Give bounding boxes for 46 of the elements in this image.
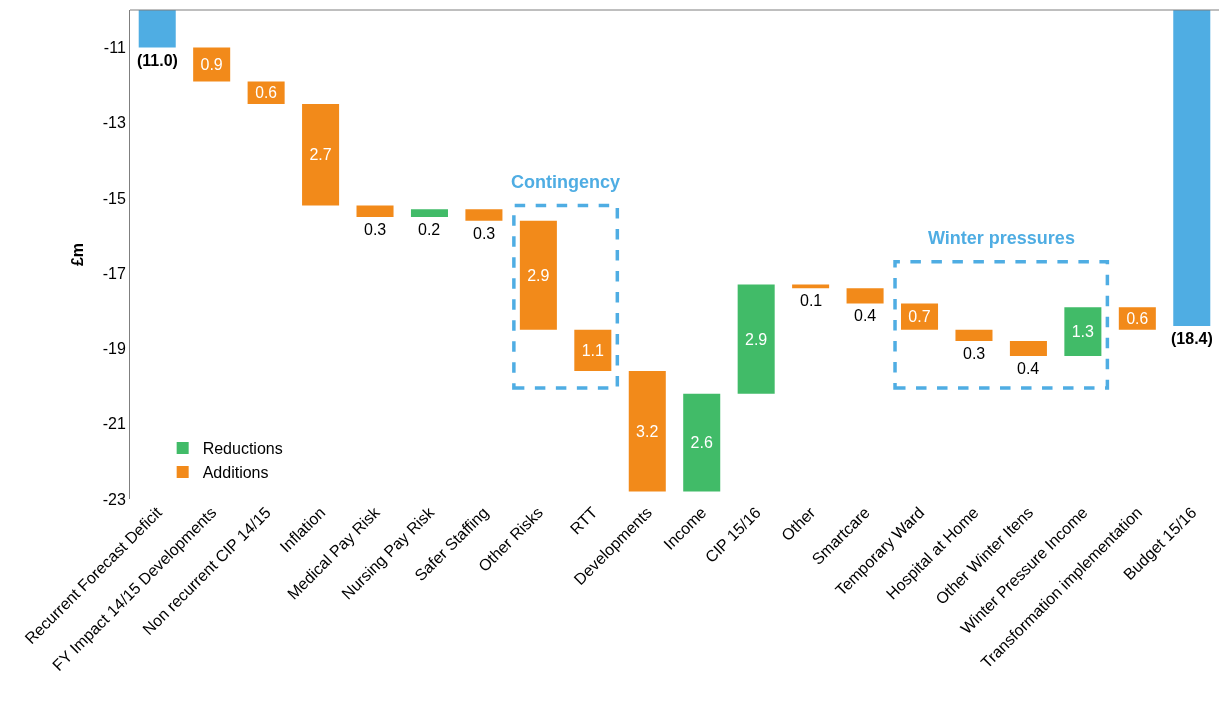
bar [574,329,612,372]
bar [465,209,503,221]
bar [1009,341,1047,357]
data-label: (18.4) [1171,330,1213,347]
annotation: Winter pressures [928,228,1075,248]
annotation: Contingency [511,172,621,192]
bar [519,220,557,330]
data-label: 0.1 [800,292,823,309]
data-label: 3.2 [636,422,659,440]
bar [955,329,993,342]
bar [1064,307,1102,357]
data-label: 0.2 [418,221,441,238]
data-label: (11.0) [137,52,178,69]
y-tick-label: -19 [102,340,126,358]
bar [683,393,721,492]
legend-label: Additions [202,464,269,482]
y-tick-label: -15 [102,189,126,207]
data-label: 0.6 [1126,309,1149,327]
bar [846,288,884,304]
data-label: 2.9 [527,266,550,284]
bar [356,205,394,217]
bar [901,303,939,330]
y-axis-title: £m [68,242,86,267]
data-label: 2.9 [745,330,768,348]
data-label: 0.4 [854,307,877,324]
bar [302,104,340,206]
legend-label: Reductions [202,440,283,458]
y-tick-label: -11 [103,39,126,57]
bar [737,284,775,394]
data-label: 2.7 [309,146,332,164]
data-label: 0.6 [255,84,277,102]
data-label: 0.7 [908,308,931,326]
y-tick-label: -23 [102,490,126,508]
data-label: 0.3 [364,221,387,238]
bar [410,209,448,217]
y-tick-label: -21 [102,415,126,433]
data-label: 0.9 [200,56,223,74]
y-tick-label: -13 [102,114,126,132]
y-tick-label: -17 [102,264,126,282]
data-label: 1.1 [581,341,604,359]
data-label: 0.3 [473,225,496,242]
data-label: 0.3 [963,345,986,362]
data-label: 0.4 [1017,360,1040,377]
bar [628,371,666,492]
data-label: 2.6 [690,434,713,452]
data-label: 1.3 [1071,323,1095,341]
